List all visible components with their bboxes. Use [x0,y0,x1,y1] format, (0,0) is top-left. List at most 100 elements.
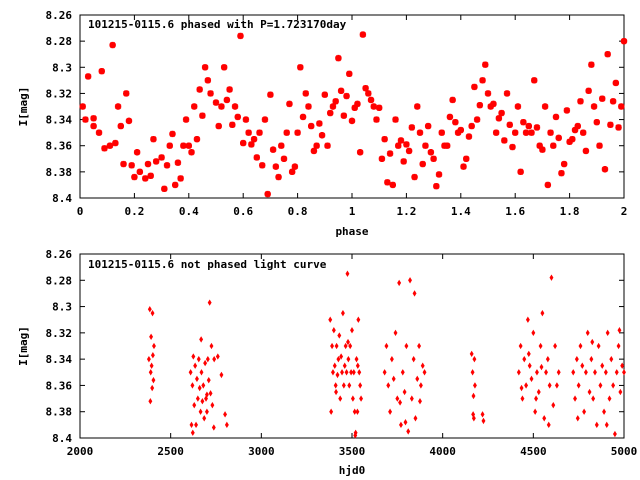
data-point [452,118,459,126]
x-tick-label: 0.4 [179,205,199,218]
x-tick-label: 3500 [339,445,366,458]
data-point [518,342,523,350]
x-tick-label: 2500 [157,445,184,458]
data-point [123,90,130,97]
y-axis-label: I[mag] [17,87,30,127]
data-point [332,98,339,105]
data-point [327,109,334,117]
data-point [346,355,351,363]
data-point [550,142,557,149]
x-tick-label: 0.2 [124,205,144,218]
data-point [152,158,160,165]
data-point [590,338,595,346]
data-point [594,421,599,429]
data-point [535,369,539,376]
data-point [399,421,403,429]
data-point [618,103,625,110]
data-point [237,32,244,40]
data-point [343,92,350,100]
data-point [346,338,350,346]
data-point [125,117,133,125]
y-tick-label: 8.38 [46,166,73,179]
data-point [150,135,157,143]
data-point [558,169,565,177]
data-point [571,126,579,134]
data-point [395,395,400,402]
data-point [359,31,367,38]
data-point [202,415,207,422]
data-point [471,83,478,91]
data-point [469,350,474,358]
data-point [250,135,258,143]
data-point [359,395,364,402]
data-point [517,168,524,176]
y-tick-label: 8.32 [46,87,73,100]
data-point [506,121,513,128]
data-point [229,121,236,128]
data-point [248,141,255,148]
data-point [261,116,269,123]
data-point [185,142,192,149]
data-point [329,408,334,415]
data-point [193,362,198,369]
data-point [522,129,530,136]
data-point [131,173,138,181]
data-point [367,96,375,104]
data-point [525,316,530,323]
data-point [546,421,551,429]
data-point [622,369,626,376]
data-point [351,369,356,376]
data-point [457,126,464,134]
data-point [381,135,388,143]
data-point [408,277,412,284]
data-point [578,342,583,350]
data-point [602,408,607,415]
data-point [200,398,205,405]
data-point [150,384,155,392]
data-point [350,395,355,402]
data-point [533,408,538,415]
data-point [516,369,521,376]
data-point [384,179,391,186]
data-point [482,61,489,68]
data-point [198,408,203,415]
data-point [204,408,209,415]
data-point [525,122,532,130]
data-point [615,124,622,131]
data-point [551,401,556,409]
data-point [544,181,552,189]
data-point [386,150,394,157]
data-point [330,342,335,350]
y-tick-label: 8.3 [52,61,72,74]
data-point [212,355,217,363]
data-point [498,109,505,117]
data-point [479,77,486,84]
data-point [191,103,198,110]
data-point [207,299,212,306]
data-point [348,117,356,125]
data-point [529,375,534,383]
data-point [299,113,307,121]
data-point [194,421,199,429]
phased-chart: 0 0.2 0.4 0.6 0.8 1 1.2 1.4 1.6 1.8 2 8.26 8.28 8.3 8.… [17,9,627,238]
data-point [365,90,372,97]
data-point [190,382,195,389]
data-point [620,362,625,369]
data-point [395,142,402,149]
data-point [472,382,477,389]
x-axis-label: phase [335,225,368,238]
data-point [283,129,290,136]
data-point [419,160,426,168]
data-point [101,145,108,152]
data-point [90,122,97,130]
data-point [166,142,173,149]
data-point [609,355,614,363]
data-point [112,139,119,147]
data-point [577,98,584,105]
data-point [348,342,353,350]
y-tick-label: 8.4 [52,192,72,205]
x-tick-label: 1.8 [560,205,580,218]
data-point [553,342,558,350]
data-point [534,395,539,402]
data-point [212,99,220,106]
